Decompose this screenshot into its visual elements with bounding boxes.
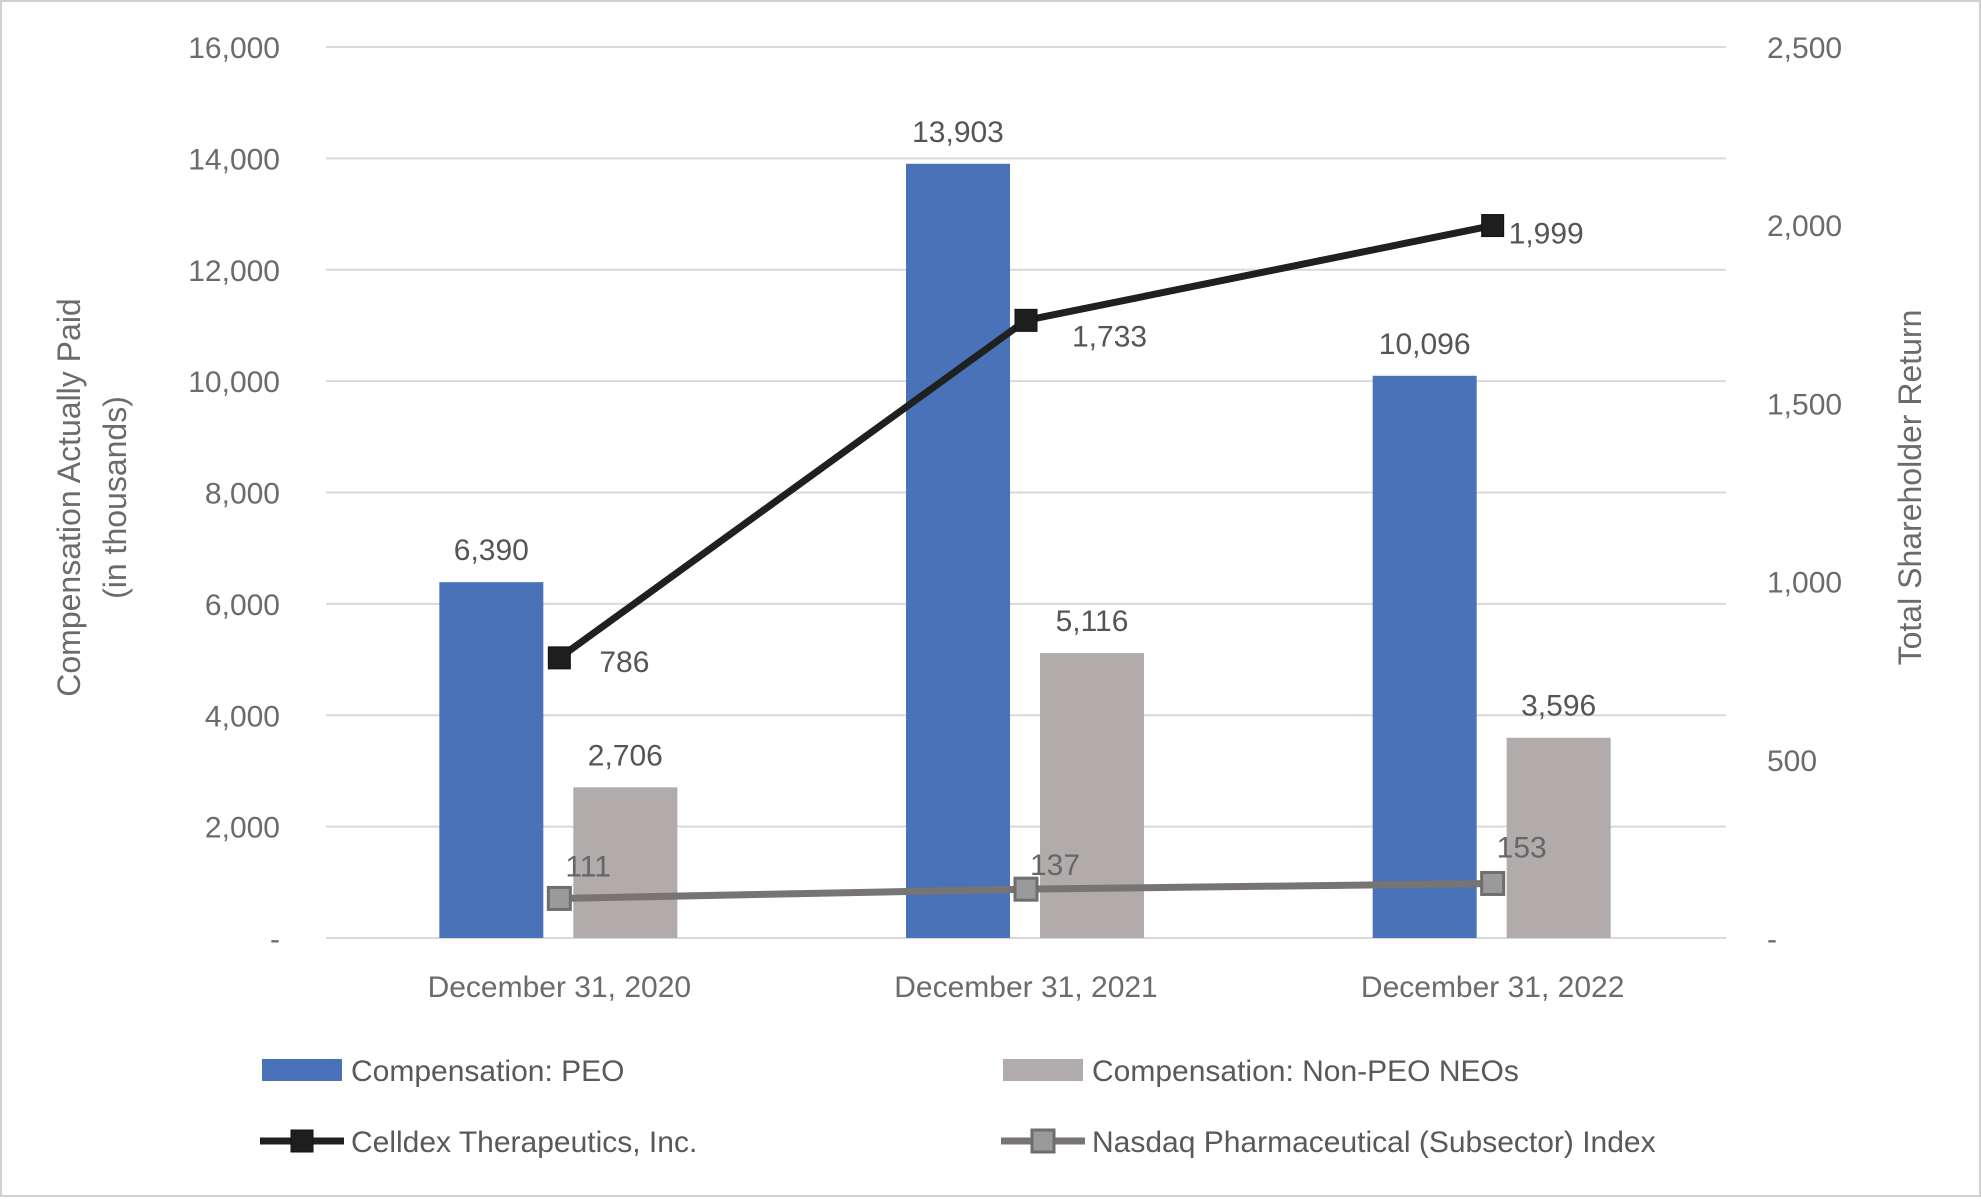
y-left-tick-label: 8,000 bbox=[205, 478, 280, 511]
marker-celldex bbox=[547, 646, 571, 670]
marker-celldex bbox=[1014, 308, 1038, 332]
legend-item-nasdaq: Nasdaq Pharmaceutical (Subsector) Index bbox=[1001, 1126, 1656, 1159]
y-left-axis-title-line1: Compensation Actually Paid bbox=[51, 298, 87, 696]
legend-label: Compensation: PEO bbox=[351, 1055, 624, 1088]
legend-swatch bbox=[262, 1059, 342, 1081]
y-right-axis-title: Total Shareholder Return bbox=[1892, 310, 1928, 666]
y-left-axis-title-line2: (in thousands) bbox=[97, 396, 133, 599]
legend-label: Compensation: Non-PEO NEOs bbox=[1092, 1055, 1519, 1088]
bar-peo bbox=[906, 163, 1010, 939]
y-left-tick-label: 12,000 bbox=[188, 255, 280, 288]
legend: Compensation: PEO Compensation: Non-PEO N… bbox=[260, 1055, 1656, 1159]
y-right-tick-label: - bbox=[1767, 923, 1777, 956]
legend-label: Celldex Therapeutics, Inc. bbox=[351, 1126, 697, 1159]
line-nasdaq-label: 137 bbox=[1030, 849, 1080, 882]
line-celldex-label: 1,999 bbox=[1509, 218, 1584, 251]
y-left-tick-label: 14,000 bbox=[188, 143, 280, 176]
legend-marker bbox=[1030, 1128, 1056, 1154]
bar-peo-label: 13,903 bbox=[912, 116, 1004, 149]
bar-non-peo bbox=[1040, 653, 1144, 938]
bar-peo bbox=[439, 582, 544, 938]
legend-item-non-peo: Compensation: Non-PEO NEOs bbox=[1003, 1055, 1519, 1088]
marker-nasdaq bbox=[1480, 870, 1506, 896]
bar-non-peo bbox=[573, 787, 678, 938]
bar-non-peo bbox=[1506, 737, 1611, 938]
axes: - 2,000 4,000 6,000 8,000 10,000 12,000 14,000 1… bbox=[51, 32, 1928, 1004]
data-labels: 6,390 13,903 10,096 2,706 5,116 3,596 786 1,733… bbox=[454, 116, 1596, 884]
legend-label: Nasdaq Pharmaceutical (Subsector) Index bbox=[1092, 1126, 1656, 1159]
bar-non-peo-label: 3,596 bbox=[1521, 690, 1596, 723]
bar-non-peo-label: 5,116 bbox=[1056, 605, 1129, 638]
x-tick-label: December 31, 2020 bbox=[428, 971, 692, 1004]
line-nasdaq-label: 153 bbox=[1497, 831, 1547, 864]
y-right-tick-label: 2,000 bbox=[1767, 210, 1842, 243]
legend-swatch bbox=[1003, 1059, 1083, 1081]
marker-celldex bbox=[1481, 214, 1505, 238]
line-nasdaq-label: 111 bbox=[565, 850, 611, 883]
y-left-tick-label: 6,000 bbox=[205, 589, 280, 622]
y-left-tick-label: 4,000 bbox=[205, 700, 280, 733]
lines bbox=[546, 214, 1506, 911]
y-left-tick-label: 10,000 bbox=[188, 366, 280, 399]
line-celldex-label: 1,733 bbox=[1072, 320, 1147, 353]
bar-peo-label: 6,390 bbox=[454, 534, 529, 567]
bar-peo bbox=[1372, 375, 1477, 938]
y-left-tick-label: 2,000 bbox=[205, 812, 280, 845]
x-tick-label: December 31, 2021 bbox=[894, 971, 1158, 1004]
y-right-tick-label: 2,500 bbox=[1767, 32, 1842, 65]
y-right-tick-label: 1,000 bbox=[1767, 567, 1842, 600]
bar-non-peo-label: 2,706 bbox=[588, 739, 663, 772]
y-right-tick-label: 1,500 bbox=[1767, 388, 1842, 421]
y-left-tick-label: - bbox=[270, 923, 280, 956]
legend-item-peo: Compensation: PEO bbox=[262, 1055, 624, 1088]
bars bbox=[439, 163, 1611, 939]
bar-peo-label: 10,096 bbox=[1379, 328, 1471, 361]
line-celldex-label: 786 bbox=[599, 646, 649, 679]
marker-nasdaq bbox=[1013, 876, 1039, 902]
legend-marker bbox=[290, 1129, 314, 1153]
y-left-tick-label: 16,000 bbox=[188, 32, 280, 65]
gridlines bbox=[326, 46, 1726, 939]
marker-nasdaq bbox=[546, 885, 572, 911]
y-right-tick-label: 500 bbox=[1767, 745, 1817, 778]
x-tick-label: December 31, 2022 bbox=[1361, 971, 1625, 1004]
legend-item-celldex: Celldex Therapeutics, Inc. bbox=[260, 1126, 697, 1159]
